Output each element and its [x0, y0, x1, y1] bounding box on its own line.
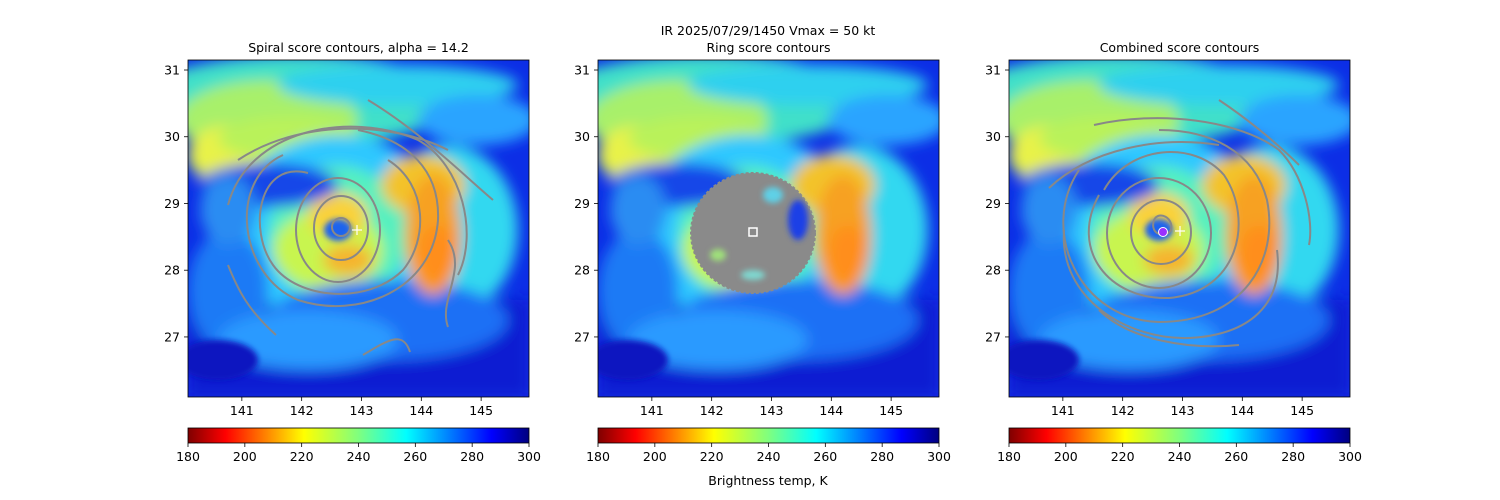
colorbar-tick-label: 280 — [870, 449, 894, 464]
x-tick-label: 145 — [879, 403, 903, 418]
panel-combined: Combined score contours 141 142 143 144 145 27… — [985, 40, 1351, 418]
x-tick-label: 144 — [409, 403, 433, 418]
colorbar-tick-label: 200 — [233, 449, 257, 464]
y-tick-label: 29 — [164, 196, 180, 211]
colorbar-tick-label: 260 — [1224, 449, 1248, 464]
first-guess-plus-marker — [352, 225, 362, 235]
y-tick-label: 30 — [164, 129, 180, 144]
colorbar-tick-label: 240 — [1168, 449, 1192, 464]
colorbar-tick-label: 240 — [347, 449, 371, 464]
x-tick-label: 141 — [230, 403, 254, 418]
y-tick-label: 30 — [574, 129, 590, 144]
x-tick-label: 141 — [640, 403, 664, 418]
y-tick-label: 31 — [164, 63, 180, 78]
colorbar-tick-label: 220 — [1111, 449, 1135, 464]
colorbar-tick-label: 180 — [176, 449, 200, 464]
x-tick-label: 142 — [290, 403, 314, 418]
panel-title: Ring score contours — [706, 40, 830, 55]
colorbar-tick-label: 280 — [460, 449, 484, 464]
axes-frame — [1008, 59, 1351, 398]
colorbar-combined: 180 200 220 240 260 280 300 — [997, 427, 1362, 464]
suptitle: IR 2025/07/29/1450 Vmax = 50 kt — [661, 23, 876, 38]
panel-title: Spiral score contours, alpha = 14.2 — [248, 40, 469, 55]
colorbar-tick-label: 220 — [700, 449, 724, 464]
colorbar-tick-label: 220 — [290, 449, 314, 464]
colorbar-tick-label: 300 — [517, 449, 541, 464]
y-tick-label: 30 — [985, 129, 1001, 144]
colorbar-tick-label: 180 — [586, 449, 610, 464]
y-tick-label: 31 — [985, 63, 1001, 78]
colorbar-tick-label: 240 — [757, 449, 781, 464]
y-tick-label: 27 — [985, 329, 1001, 344]
y-tick-label: 29 — [985, 196, 1001, 211]
x-tick-label: 143 — [760, 403, 784, 418]
panel-spiral: Spiral score contours, alpha = 14.2 141 14… — [164, 40, 530, 418]
y-tick-label: 27 — [574, 329, 590, 344]
axes-frame — [597, 59, 940, 398]
x-tick-label: 144 — [819, 403, 843, 418]
panel-ring: Ring score contours 141 142 143 144 145 27 28 29… — [574, 40, 940, 418]
colorbar-tick-label: 300 — [927, 449, 951, 464]
y-tick-label: 29 — [574, 196, 590, 211]
colorbar-tick-label: 200 — [643, 449, 667, 464]
x-tick-label: 143 — [1171, 403, 1195, 418]
y-tick-label: 27 — [164, 329, 180, 344]
y-tick-label: 28 — [985, 263, 1001, 278]
colorbar-label: Brightness temp, K — [708, 473, 828, 488]
colorbar-ring: 180 200 220 240 260 280 300 — [586, 427, 951, 464]
y-tick-label: 31 — [574, 63, 590, 78]
best-center-dot-marker — [1158, 227, 1168, 237]
x-tick-label: 143 — [350, 403, 374, 418]
colorbar-tick-label: 180 — [997, 449, 1021, 464]
x-tick-label: 144 — [1230, 403, 1254, 418]
x-tick-label: 145 — [1290, 403, 1314, 418]
best-center-square-marker — [748, 227, 758, 237]
colorbar-spiral: 180 200 220 240 260 280 300 — [176, 427, 541, 464]
panel-title: Combined score contours — [1100, 40, 1260, 55]
colorbar-tick-label: 260 — [813, 449, 837, 464]
x-tick-label: 142 — [700, 403, 724, 418]
axes-frame — [187, 59, 530, 398]
colorbar-tick-label: 300 — [1338, 449, 1362, 464]
combined-contours — [1048, 99, 1312, 348]
x-tick-label: 145 — [469, 403, 493, 418]
x-tick-label: 142 — [1111, 403, 1135, 418]
first-guess-plus-marker — [1175, 226, 1185, 236]
colorbar-tick-label: 280 — [1281, 449, 1305, 464]
y-tick-label: 28 — [164, 263, 180, 278]
x-tick-label: 141 — [1051, 403, 1075, 418]
spiral-contours — [227, 99, 494, 356]
y-tick-label: 28 — [574, 263, 590, 278]
colorbar-tick-label: 260 — [403, 449, 427, 464]
colorbar-tick-label: 200 — [1054, 449, 1078, 464]
ring-contour-disk — [690, 172, 816, 294]
